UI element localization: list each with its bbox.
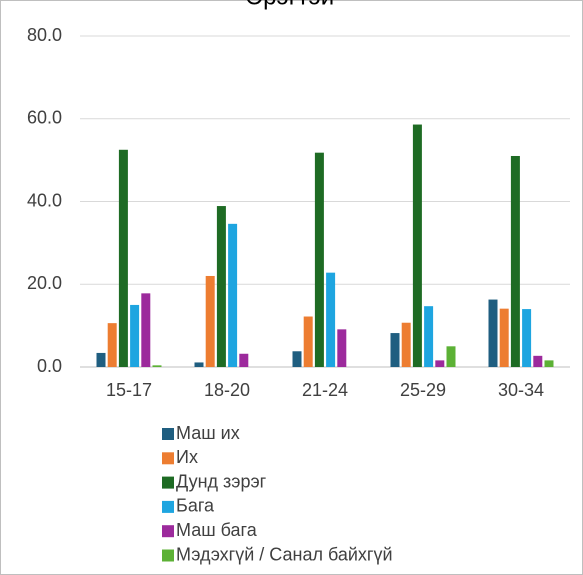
bar [205, 275, 215, 367]
x-tick-label: 15-17 [106, 380, 152, 400]
bar [326, 272, 336, 367]
legend-label: Мэдэхгүй / Санал байхгүй [176, 544, 393, 564]
x-tick-label: 30-34 [498, 380, 544, 400]
legend-swatch [162, 549, 174, 562]
bar [510, 155, 520, 367]
bar [499, 308, 509, 367]
y-tick-label: 80.0 [27, 25, 62, 45]
chart-title: Эрэгтэй [246, 0, 334, 10]
bar [152, 365, 162, 367]
y-tick-label: 60.0 [27, 108, 62, 128]
bar [337, 329, 347, 367]
bar [314, 152, 324, 367]
bar [107, 323, 117, 367]
bar [118, 149, 128, 367]
legend-label: Бага [176, 496, 215, 516]
x-tick-label: 21-24 [302, 380, 348, 400]
legend-swatch [162, 476, 174, 489]
bar [228, 223, 238, 367]
bar [216, 206, 226, 367]
legend-label: Их [176, 447, 198, 467]
bar [544, 360, 554, 367]
bar [522, 309, 532, 367]
y-tick-label: 40.0 [27, 190, 62, 210]
bar [130, 304, 140, 367]
legend-label: Дунд зэрэг [176, 471, 267, 491]
bar [141, 293, 151, 367]
legend-swatch [162, 428, 174, 440]
bar [96, 352, 106, 367]
x-tick-label: 25-29 [400, 380, 446, 400]
legend-label: Маш их [176, 423, 240, 443]
bar [488, 299, 498, 367]
bar [424, 306, 434, 367]
bar [435, 360, 445, 367]
y-tick-label: 0.0 [37, 356, 62, 376]
bar [303, 316, 313, 367]
bar [194, 362, 204, 367]
legend-swatch [162, 500, 174, 513]
legend-label: Маш бага [176, 520, 258, 540]
bar [412, 124, 422, 367]
bar [390, 333, 400, 367]
bar [446, 346, 456, 367]
y-tick-label: 20.0 [27, 273, 62, 293]
legend-swatch [162, 525, 174, 538]
legend-swatch [162, 452, 174, 465]
bar [401, 322, 411, 367]
bar [533, 355, 543, 367]
bar [292, 351, 302, 367]
x-tick-label: 18-20 [204, 380, 250, 400]
bar [239, 353, 249, 367]
